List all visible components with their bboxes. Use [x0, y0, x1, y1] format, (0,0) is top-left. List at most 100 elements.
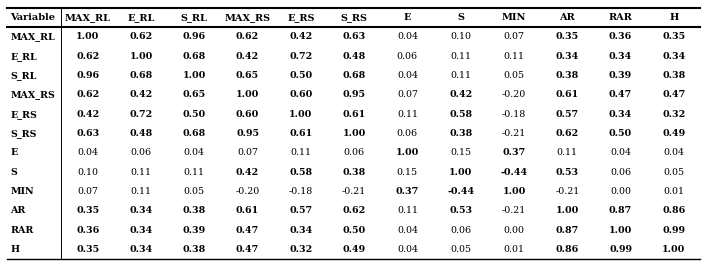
Text: 0.06: 0.06 — [450, 226, 471, 234]
Text: 0.42: 0.42 — [76, 110, 99, 119]
Text: 0.00: 0.00 — [610, 187, 631, 196]
Text: 0.62: 0.62 — [76, 91, 99, 99]
Text: 0.15: 0.15 — [397, 168, 418, 176]
Text: 0.61: 0.61 — [555, 91, 579, 99]
Text: 0.58: 0.58 — [449, 110, 472, 119]
Text: 1.00: 1.00 — [555, 206, 579, 215]
Text: 0.48: 0.48 — [343, 52, 366, 61]
Text: 0.15: 0.15 — [450, 148, 471, 157]
Text: 0.39: 0.39 — [183, 226, 206, 234]
Text: 1.00: 1.00 — [609, 226, 632, 234]
Text: E_RL: E_RL — [11, 52, 37, 61]
Text: S: S — [11, 168, 18, 176]
Text: E_RS: E_RS — [11, 110, 37, 119]
Text: 0.62: 0.62 — [236, 33, 259, 41]
Text: 0.05: 0.05 — [663, 168, 684, 176]
Text: 0.62: 0.62 — [555, 129, 579, 138]
Text: 0.58: 0.58 — [289, 168, 313, 176]
Text: 0.53: 0.53 — [449, 206, 472, 215]
Text: 0.49: 0.49 — [343, 245, 365, 254]
Text: -0.18: -0.18 — [502, 110, 526, 119]
Text: 0.00: 0.00 — [503, 226, 524, 234]
Text: 0.06: 0.06 — [344, 148, 365, 157]
Text: 1.00: 1.00 — [76, 33, 99, 41]
Text: 0.11: 0.11 — [130, 168, 151, 176]
Text: 0.62: 0.62 — [76, 52, 99, 61]
Text: 0.11: 0.11 — [130, 187, 151, 196]
Text: E_RL: E_RL — [127, 13, 155, 22]
Text: 1.00: 1.00 — [503, 187, 526, 196]
Text: 0.04: 0.04 — [610, 148, 631, 157]
Text: 0.47: 0.47 — [236, 245, 259, 254]
Text: -0.21: -0.21 — [555, 187, 579, 196]
Text: 0.99: 0.99 — [662, 226, 685, 234]
Text: 1.00: 1.00 — [130, 52, 153, 61]
Text: 0.36: 0.36 — [609, 33, 632, 41]
Text: 0.11: 0.11 — [450, 52, 471, 61]
Text: 0.10: 0.10 — [77, 168, 98, 176]
Text: S_RL: S_RL — [11, 71, 37, 80]
Text: 0.60: 0.60 — [236, 110, 259, 119]
Text: 0.68: 0.68 — [130, 71, 153, 80]
Text: 0.11: 0.11 — [397, 206, 418, 215]
Text: 0.05: 0.05 — [450, 245, 471, 254]
Text: -0.21: -0.21 — [502, 206, 526, 215]
Text: 0.35: 0.35 — [555, 33, 579, 41]
Text: 0.04: 0.04 — [397, 226, 418, 234]
Text: 0.06: 0.06 — [397, 52, 418, 61]
Text: 0.37: 0.37 — [503, 148, 526, 157]
Text: AR: AR — [560, 13, 575, 22]
Text: Variable: Variable — [11, 13, 56, 22]
Text: 0.61: 0.61 — [343, 110, 366, 119]
Text: -0.44: -0.44 — [447, 187, 474, 196]
Text: 0.61: 0.61 — [289, 129, 313, 138]
Text: -0.20: -0.20 — [235, 187, 260, 196]
Text: 0.10: 0.10 — [450, 33, 471, 41]
Text: 0.11: 0.11 — [184, 168, 205, 176]
Text: 0.57: 0.57 — [289, 206, 313, 215]
Text: 0.01: 0.01 — [663, 187, 684, 196]
Text: -0.20: -0.20 — [502, 91, 526, 99]
Text: 0.34: 0.34 — [130, 206, 153, 215]
Text: MIN: MIN — [502, 13, 526, 22]
Text: 0.34: 0.34 — [609, 110, 632, 119]
Text: 0.04: 0.04 — [397, 33, 418, 41]
Text: 0.42: 0.42 — [289, 33, 313, 41]
Text: 0.60: 0.60 — [289, 91, 313, 99]
Text: RAR: RAR — [609, 13, 632, 22]
Text: 0.34: 0.34 — [609, 52, 632, 61]
Text: 0.04: 0.04 — [397, 245, 418, 254]
Text: 0.11: 0.11 — [290, 148, 311, 157]
Text: -0.18: -0.18 — [289, 187, 313, 196]
Text: 0.86: 0.86 — [555, 245, 579, 254]
Text: 0.38: 0.38 — [449, 129, 472, 138]
Text: MIN: MIN — [11, 187, 34, 196]
Text: 0.04: 0.04 — [663, 148, 684, 157]
Text: 0.57: 0.57 — [555, 110, 579, 119]
Text: 0.34: 0.34 — [130, 226, 153, 234]
Text: 1.00: 1.00 — [343, 129, 366, 138]
Text: MAX_RS: MAX_RS — [11, 91, 56, 99]
Text: 1.00: 1.00 — [449, 168, 472, 176]
Text: 0.62: 0.62 — [130, 33, 153, 41]
Text: 0.34: 0.34 — [555, 52, 579, 61]
Text: 0.50: 0.50 — [289, 71, 313, 80]
Text: 0.50: 0.50 — [183, 110, 206, 119]
Text: S_RS: S_RS — [341, 13, 367, 22]
Text: 0.87: 0.87 — [609, 206, 632, 215]
Text: -0.21: -0.21 — [502, 129, 526, 138]
Text: 0.38: 0.38 — [182, 206, 206, 215]
Text: 0.47: 0.47 — [662, 91, 686, 99]
Text: 1.00: 1.00 — [396, 148, 419, 157]
Text: 0.65: 0.65 — [236, 71, 259, 80]
Text: 0.86: 0.86 — [662, 206, 686, 215]
Text: 0.38: 0.38 — [343, 168, 366, 176]
Text: 0.87: 0.87 — [555, 226, 579, 234]
Text: 0.95: 0.95 — [236, 129, 259, 138]
Text: S_RL: S_RL — [181, 13, 208, 22]
Text: 0.11: 0.11 — [397, 110, 418, 119]
Text: 0.07: 0.07 — [503, 33, 524, 41]
Text: -0.21: -0.21 — [342, 187, 366, 196]
Text: 0.50: 0.50 — [343, 226, 365, 234]
Text: 0.42: 0.42 — [449, 91, 472, 99]
